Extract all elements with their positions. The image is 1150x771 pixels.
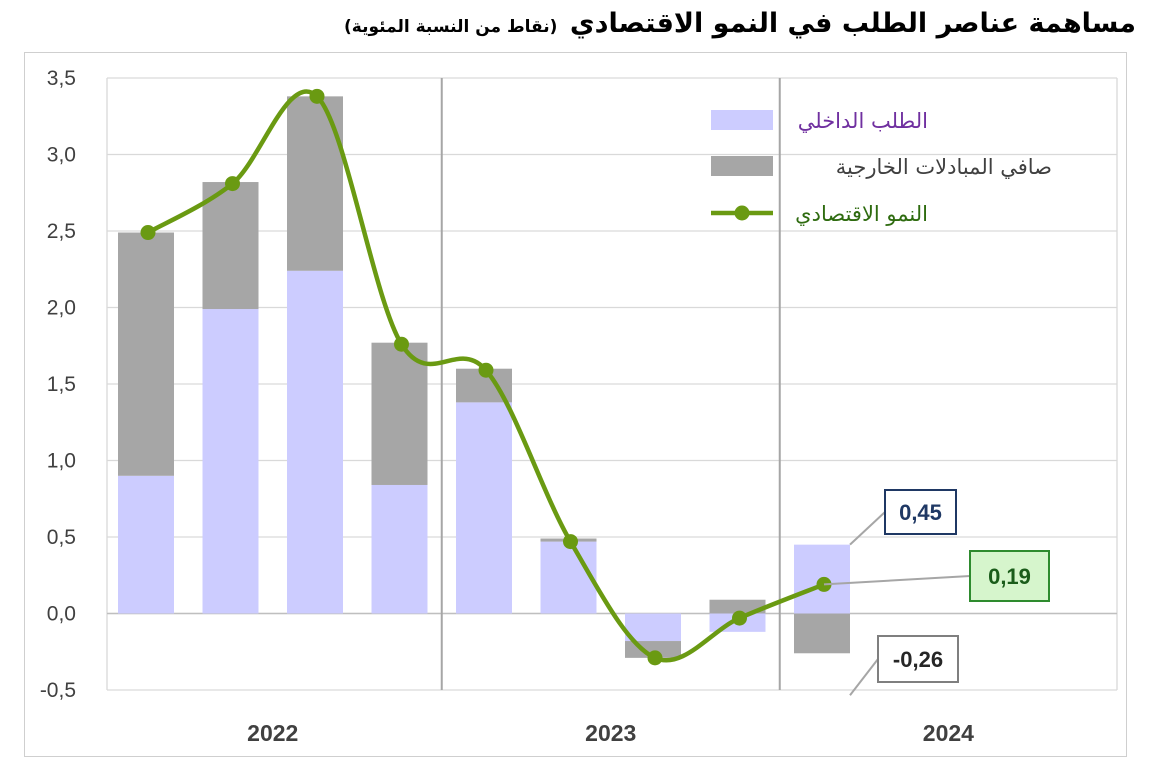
bar-domestic-demand <box>456 402 512 614</box>
growth-point <box>478 362 494 378</box>
chart-title: مساهمة عناصر الطلب في النمو الاقتصادي (ن… <box>344 8 1136 39</box>
growth-point <box>563 534 578 550</box>
y-tick-label: 0,0 <box>47 603 76 626</box>
bar-net-trade <box>118 232 174 476</box>
bar-domestic-demand <box>540 541 597 614</box>
bar-domestic-demand <box>118 475 174 614</box>
growth-point <box>140 225 156 241</box>
x-year-label: 2024 <box>923 720 974 746</box>
bar-domestic-demand <box>625 613 681 642</box>
data-label-growth-2024-text: 0,19 <box>988 564 1031 589</box>
data-label-growth-2024-leader <box>823 575 971 586</box>
data-label-net-trade-2024-leader <box>849 658 879 696</box>
data-label-growth-2024-box <box>969 550 1050 602</box>
growth-point <box>225 176 240 192</box>
bar-net-trade <box>794 613 850 654</box>
bar-domestic-demand <box>371 484 428 614</box>
growth-point <box>647 650 663 666</box>
bar-net-trade <box>287 96 343 271</box>
bar-domestic-demand <box>287 270 343 614</box>
data-label-net-trade-2024-box <box>877 635 959 683</box>
y-tick-label: 0,5 <box>47 526 76 549</box>
bar-net-trade <box>709 599 766 614</box>
growth-point <box>394 336 409 352</box>
growth-line <box>146 89 825 663</box>
chart-frame <box>24 52 1127 757</box>
data-label-domestic-2024-leader <box>849 511 886 546</box>
y-tick-label: 2,0 <box>47 297 76 320</box>
y-tick-label: 2,5 <box>47 220 76 243</box>
x-year-label: 2023 <box>585 720 636 746</box>
legend-growth-marker <box>734 205 750 221</box>
legend-domestic-demand-swatch <box>711 110 773 130</box>
growth-point <box>309 88 325 104</box>
bar-domestic-demand <box>202 309 259 614</box>
legend-net-trade-label: صافي المبادلات الخارجية <box>836 155 1052 179</box>
data-label-domestic-2024-box <box>884 489 957 535</box>
legend-net-trade-swatch <box>711 156 773 176</box>
growth-point <box>732 610 747 626</box>
chart-title-subtitle: (نقاط من النسبة المئوية) <box>344 17 558 37</box>
bar-net-trade <box>202 182 259 310</box>
y-tick-label: 3,0 <box>47 144 76 167</box>
bar-net-trade <box>371 342 428 485</box>
legend-growth-label: النمو الاقتصادي <box>795 202 928 226</box>
chart-title-main: مساهمة عناصر الطلب في النمو الاقتصادي <box>569 8 1136 39</box>
y-tick-label: 1,0 <box>47 450 76 473</box>
x-year-label: 2022 <box>247 720 298 746</box>
y-tick-label: 1,5 <box>47 373 76 396</box>
y-tick-label: 3,5 <box>47 67 76 90</box>
legend-domestic-demand-label: الطلب الداخلي <box>798 109 928 133</box>
data-label-net-trade-2024-text: -0,26 <box>893 647 943 672</box>
data-label-domestic-2024-text: 0,45 <box>899 500 942 525</box>
y-tick-label: -0,5 <box>40 679 76 702</box>
